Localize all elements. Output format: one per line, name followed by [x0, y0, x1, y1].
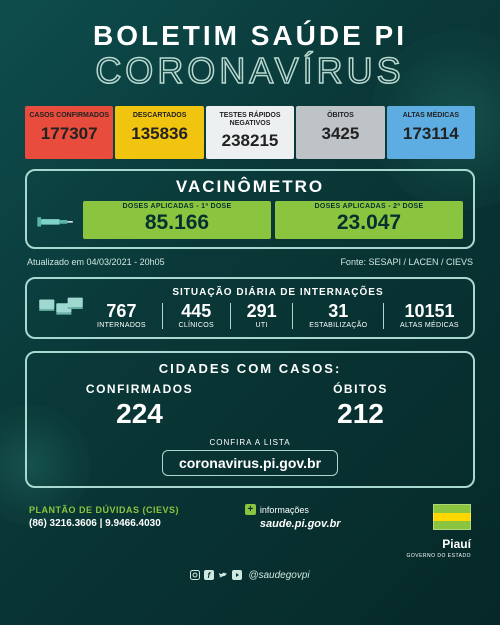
stat-value: 3425	[298, 124, 382, 144]
hospital-beds-icon	[37, 290, 85, 326]
cidades-col: CONFIRMADOS 224	[39, 382, 240, 430]
vac-dose: DOSES APLICADAS - 2ª DOSE23.047	[275, 201, 463, 239]
intern-label: INTERNADOS	[97, 322, 146, 329]
cidades-panel: CIDADES COM CASOS: CONFIRMADOS 224 ÓBITOS 2…	[25, 351, 475, 488]
stat-label: ALTAS MÉDICAS	[389, 112, 473, 120]
intern-label: UTI	[247, 322, 277, 329]
title-line-2: CORONAVÍRUS	[25, 50, 475, 92]
cidades-col-label: ÓBITOS	[260, 382, 461, 396]
vacinometro-panel: VACINÔMETRO DOSES APLICADAS - 1ª DOSE85.…	[25, 169, 475, 249]
facebook-icon[interactable]: f	[204, 570, 214, 580]
intern-value: 445	[179, 302, 214, 320]
state-name: Piauí	[406, 536, 471, 553]
instagram-icon[interactable]	[190, 570, 200, 580]
cidades-title: CIDADES COM CASOS:	[39, 361, 461, 376]
stat-label: TESTES RÁPIDOS NEGATIVOS	[208, 112, 292, 127]
intern-label: ESTABILIZAÇÃO	[309, 322, 367, 329]
stat-box: DESCARTADOS 135836	[115, 106, 203, 159]
plantao-title: PLANTÃO DE DÚVIDAS (CIEVS)	[29, 504, 179, 517]
piaui-flag-icon	[433, 504, 471, 530]
footer: PLANTÃO DE DÚVIDAS (CIEVS) (86) 3216.360…	[25, 504, 475, 559]
vacinometro-title: VACINÔMETRO	[37, 177, 463, 197]
intern-item: 445 CLÍNICOS	[175, 302, 218, 329]
twitter-icon[interactable]	[218, 570, 228, 580]
update-source: Fonte: SESAPI / LACEN / CIEVS	[340, 257, 473, 267]
separator	[383, 303, 384, 329]
title-line-1: BOLETIM SAÚDE PI	[25, 20, 475, 52]
state-logo: Piauí GOVERNO DO ESTADO	[406, 504, 471, 559]
state-subtitle: GOVERNO DO ESTADO	[406, 553, 471, 560]
separator	[292, 303, 293, 329]
cidades-col-value: 224	[39, 398, 240, 430]
plantao-phones: (86) 3216.3606 | 9.9466.4030	[29, 517, 179, 531]
intern-value: 31	[309, 302, 367, 320]
separator	[230, 303, 231, 329]
lista-url-box[interactable]: coronavirus.pi.gov.br	[162, 450, 338, 476]
stats-row: CASOS CONFIRMADOS 177307 DESCARTADOS 135836…	[25, 106, 475, 159]
vac-dose-label: DOSES APLICADAS - 2ª DOSE	[279, 203, 459, 210]
vac-dose: DOSES APLICADAS - 1ª DOSE85.166	[83, 201, 271, 239]
stat-box: ÓBITOS 3425	[296, 106, 384, 159]
update-row: Atualizado em 04/03/2021 - 20h05 Fonte: …	[25, 257, 475, 267]
lista-label: CONFIRA A LISTA	[39, 438, 461, 447]
stat-box: TESTES RÁPIDOS NEGATIVOS 238215	[206, 106, 294, 159]
syringe-icon	[37, 206, 75, 234]
vac-dose-value: 85.166	[87, 211, 267, 235]
info-site[interactable]: saude.pi.gov.br	[260, 517, 341, 532]
cidades-col-label: CONFIRMADOS	[39, 382, 240, 396]
intern-label: CLÍNICOS	[179, 322, 214, 329]
stat-value: 177307	[27, 124, 111, 144]
internacoes-panel: SITUAÇÃO DIÁRIA DE INTERNAÇÕES 767 INTERN…	[25, 277, 475, 339]
cidades-col: ÓBITOS 212	[260, 382, 461, 430]
vac-dose-value: 23.047	[279, 211, 459, 235]
stat-value: 173114	[389, 124, 473, 144]
intern-value: 291	[247, 302, 277, 320]
separator	[162, 303, 163, 329]
stat-label: DESCARTADOS	[117, 112, 201, 120]
stat-box: ALTAS MÉDICAS 173114	[387, 106, 475, 159]
intern-item: 10151 ALTAS MÉDICAS	[396, 302, 463, 329]
stat-value: 135836	[117, 124, 201, 144]
intern-item: 291 UTI	[243, 302, 281, 329]
intern-value: 10151	[400, 302, 459, 320]
cidades-col-value: 212	[260, 398, 461, 430]
social-handle[interactable]: @saudegovpi	[248, 570, 309, 581]
vac-dose-label: DOSES APLICADAS - 1ª DOSE	[87, 203, 267, 210]
intern-label: ALTAS MÉDICAS	[400, 322, 459, 329]
stat-label: CASOS CONFIRMADOS	[27, 112, 111, 120]
youtube-icon[interactable]	[232, 570, 242, 580]
info-label: informações	[260, 504, 341, 517]
social-row: f @saudegovpi	[25, 570, 475, 581]
internacoes-title: SITUAÇÃO DIÁRIA DE INTERNAÇÕES	[93, 287, 463, 298]
stat-value: 238215	[208, 131, 292, 151]
update-timestamp: Atualizado em 04/03/2021 - 20h05	[27, 257, 165, 267]
plus-icon: +	[245, 504, 256, 515]
stat-box: CASOS CONFIRMADOS 177307	[25, 106, 113, 159]
stat-label: ÓBITOS	[298, 112, 382, 120]
intern-item: 31 ESTABILIZAÇÃO	[305, 302, 371, 329]
intern-value: 767	[97, 302, 146, 320]
intern-item: 767 INTERNADOS	[93, 302, 150, 329]
